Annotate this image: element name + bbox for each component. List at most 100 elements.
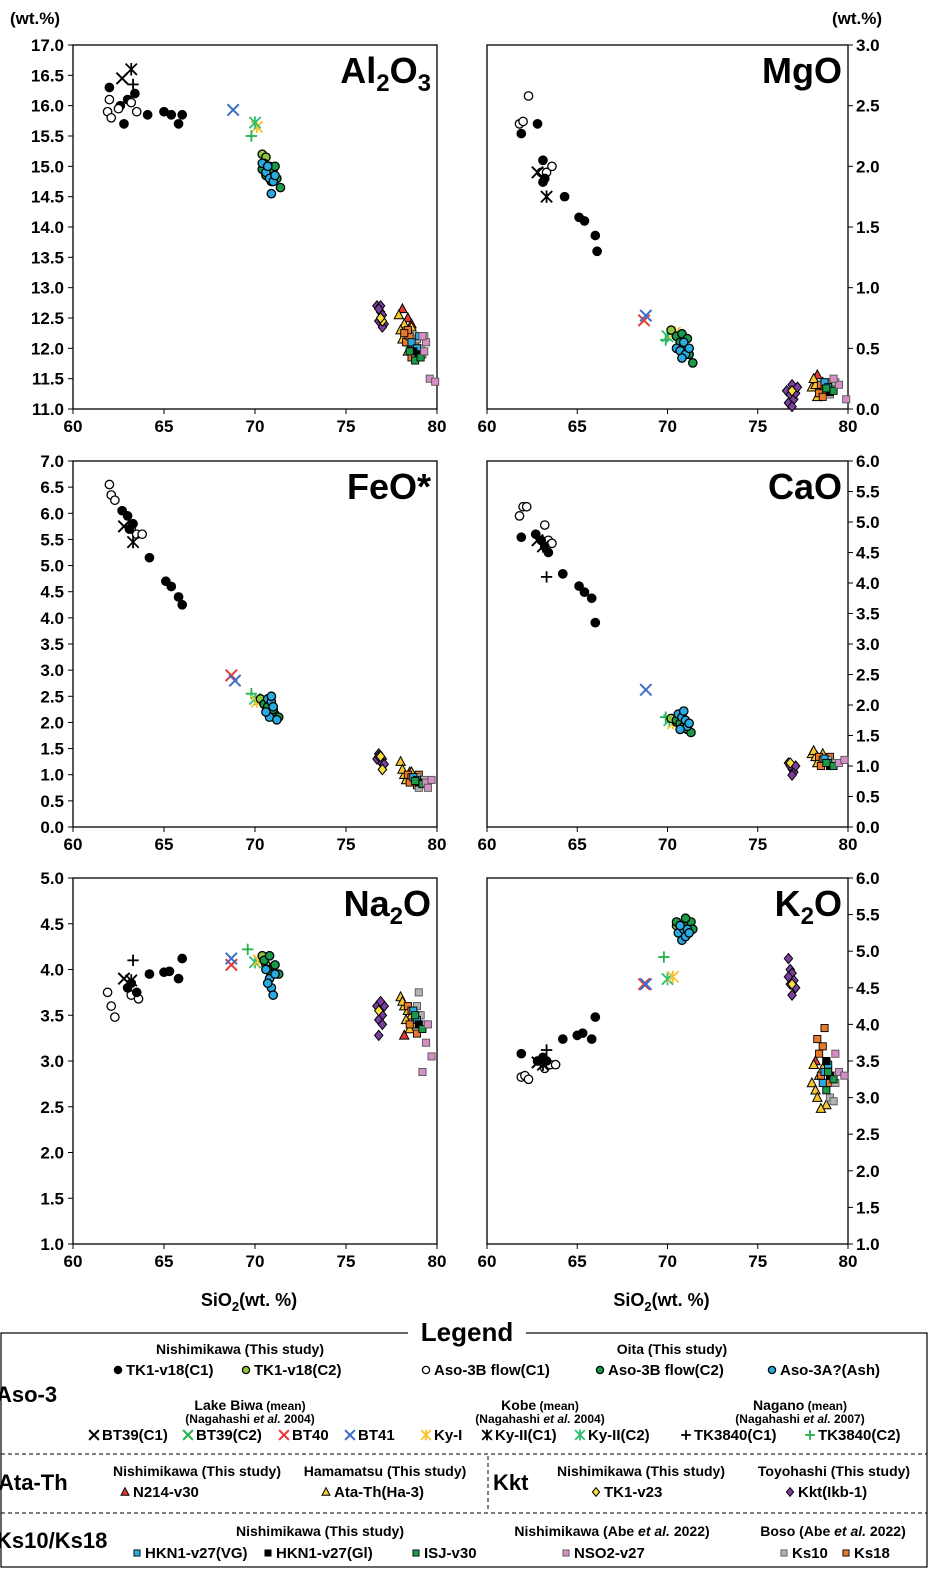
data-point	[639, 309, 653, 322]
y-tick-label: 1.0	[856, 1235, 880, 1254]
data-point	[173, 592, 184, 602]
y-tick-label: 3.0	[856, 1089, 880, 1108]
data-point	[586, 593, 597, 604]
data-point	[684, 343, 695, 354]
x-tick-label: 70	[246, 835, 265, 854]
legend-marker	[591, 1486, 601, 1498]
data-point	[822, 384, 831, 393]
x-tick-label: 75	[337, 417, 356, 436]
legend-item: TK1-v18(C2)	[241, 1362, 342, 1379]
data-point	[590, 617, 601, 628]
data-point	[127, 78, 139, 91]
data-point	[131, 106, 142, 117]
y-tick-label: 4.5	[40, 915, 64, 934]
legend-ref-lake-biwa: (Nagahashi et al. 2004)	[185, 1412, 314, 1426]
data-point	[117, 972, 131, 986]
y-tick-label: 6.0	[856, 869, 880, 888]
legend-label: Aso-3B flow(C1)	[434, 1362, 550, 1379]
data-point	[785, 757, 796, 769]
y-tick-label: 7.0	[40, 452, 64, 471]
data-point	[639, 683, 653, 697]
data-point	[271, 714, 282, 725]
y-tick-label: 5.5	[856, 906, 880, 925]
data-point	[783, 970, 794, 983]
data-point	[808, 372, 820, 383]
legend-label: BT41	[358, 1427, 395, 1444]
data-point	[142, 109, 153, 120]
data-point	[124, 974, 138, 987]
x-tick-label: 65	[568, 835, 587, 854]
data-point	[840, 755, 849, 764]
x-tick-label: 70	[246, 1252, 265, 1271]
panel-al2o3: 60 65 70 75 80 11.0 11.5 12.0 12.5 13.0 13.5 14.0 14…	[10, 9, 446, 436]
y-tick-label: 4.0	[856, 574, 880, 593]
legend-item: TK3840(C2)	[805, 1427, 901, 1444]
legend-label: TK3840(C2)	[818, 1427, 901, 1444]
legend-head-kkt-nishimikawa: Nishimikawa (This study)	[557, 1463, 725, 1479]
data-point	[373, 1004, 384, 1017]
data-point	[684, 928, 695, 938]
y-tick-label: 2.0	[40, 713, 64, 732]
data-point	[813, 1035, 822, 1044]
data-point	[173, 973, 184, 984]
data-points	[516, 913, 849, 1113]
legend-head-boso: Boso (Abe et al. 2022)	[760, 1523, 906, 1539]
data-point	[405, 347, 414, 356]
data-point	[532, 119, 543, 129]
legend-label: Ks18	[854, 1545, 890, 1562]
data-point	[536, 1058, 550, 1071]
legend-marker	[767, 1365, 777, 1375]
y-tick-label: 1.0	[856, 279, 880, 298]
data-point	[126, 97, 137, 108]
y-tick-label: 14.5	[31, 188, 64, 207]
data-point	[268, 990, 279, 1000]
data-point	[787, 384, 797, 397]
legend-marker	[481, 1429, 493, 1441]
data-point	[538, 155, 548, 166]
data-point	[675, 920, 685, 931]
data-point	[414, 988, 423, 997]
data-point	[518, 116, 528, 127]
data-point	[550, 1059, 561, 1070]
data-point	[637, 977, 651, 991]
x-tick-label: 70	[246, 417, 265, 436]
data-point	[126, 535, 140, 549]
y-tick-label: 1.5	[856, 727, 880, 746]
x-tick-label: 80	[839, 417, 858, 436]
legend-item: Ky-II(C2)	[574, 1427, 650, 1444]
data-point	[815, 1102, 827, 1113]
legend-head-kobe: Kobe (mean)	[501, 1397, 579, 1413]
data-point	[806, 1076, 818, 1088]
legend-item: N214-v30	[120, 1484, 199, 1501]
data-point	[523, 91, 534, 101]
data-point	[228, 674, 242, 687]
data-point	[395, 755, 407, 766]
data-point	[262, 161, 273, 172]
legend-head-ata-nishimikawa: Nishimikawa (This study)	[113, 1463, 281, 1479]
data-point	[373, 303, 384, 315]
x-tick-label: 75	[337, 1252, 356, 1271]
data-point	[559, 191, 570, 202]
y-unit-label: (wt.%)	[10, 9, 60, 28]
data-point	[411, 1011, 420, 1020]
legend-marker	[88, 1429, 100, 1441]
legend-head-oita: Oita (This study)	[617, 1341, 727, 1357]
y-tick-label: 16.5	[31, 66, 64, 85]
y-tick-label: 2.0	[40, 1144, 64, 1163]
data-point	[377, 321, 388, 333]
data-point	[396, 302, 408, 314]
data-point	[818, 392, 827, 401]
data-point	[266, 691, 277, 702]
x-tick-label: 70	[658, 417, 677, 436]
y-tick-label: 15.0	[31, 157, 64, 176]
y-tick-label: 0.5	[856, 788, 880, 807]
plot-frame	[72, 877, 438, 1245]
plot-frame	[486, 44, 849, 410]
data-point	[680, 913, 691, 924]
y-tick-label: 5.0	[40, 557, 64, 576]
x-tick-label: 60	[64, 1252, 83, 1271]
legend-label: TK3840(C1)	[694, 1427, 777, 1444]
data-point	[110, 1012, 120, 1022]
x-tick-label: 60	[64, 835, 83, 854]
y-tick-label: 13.0	[31, 279, 64, 298]
